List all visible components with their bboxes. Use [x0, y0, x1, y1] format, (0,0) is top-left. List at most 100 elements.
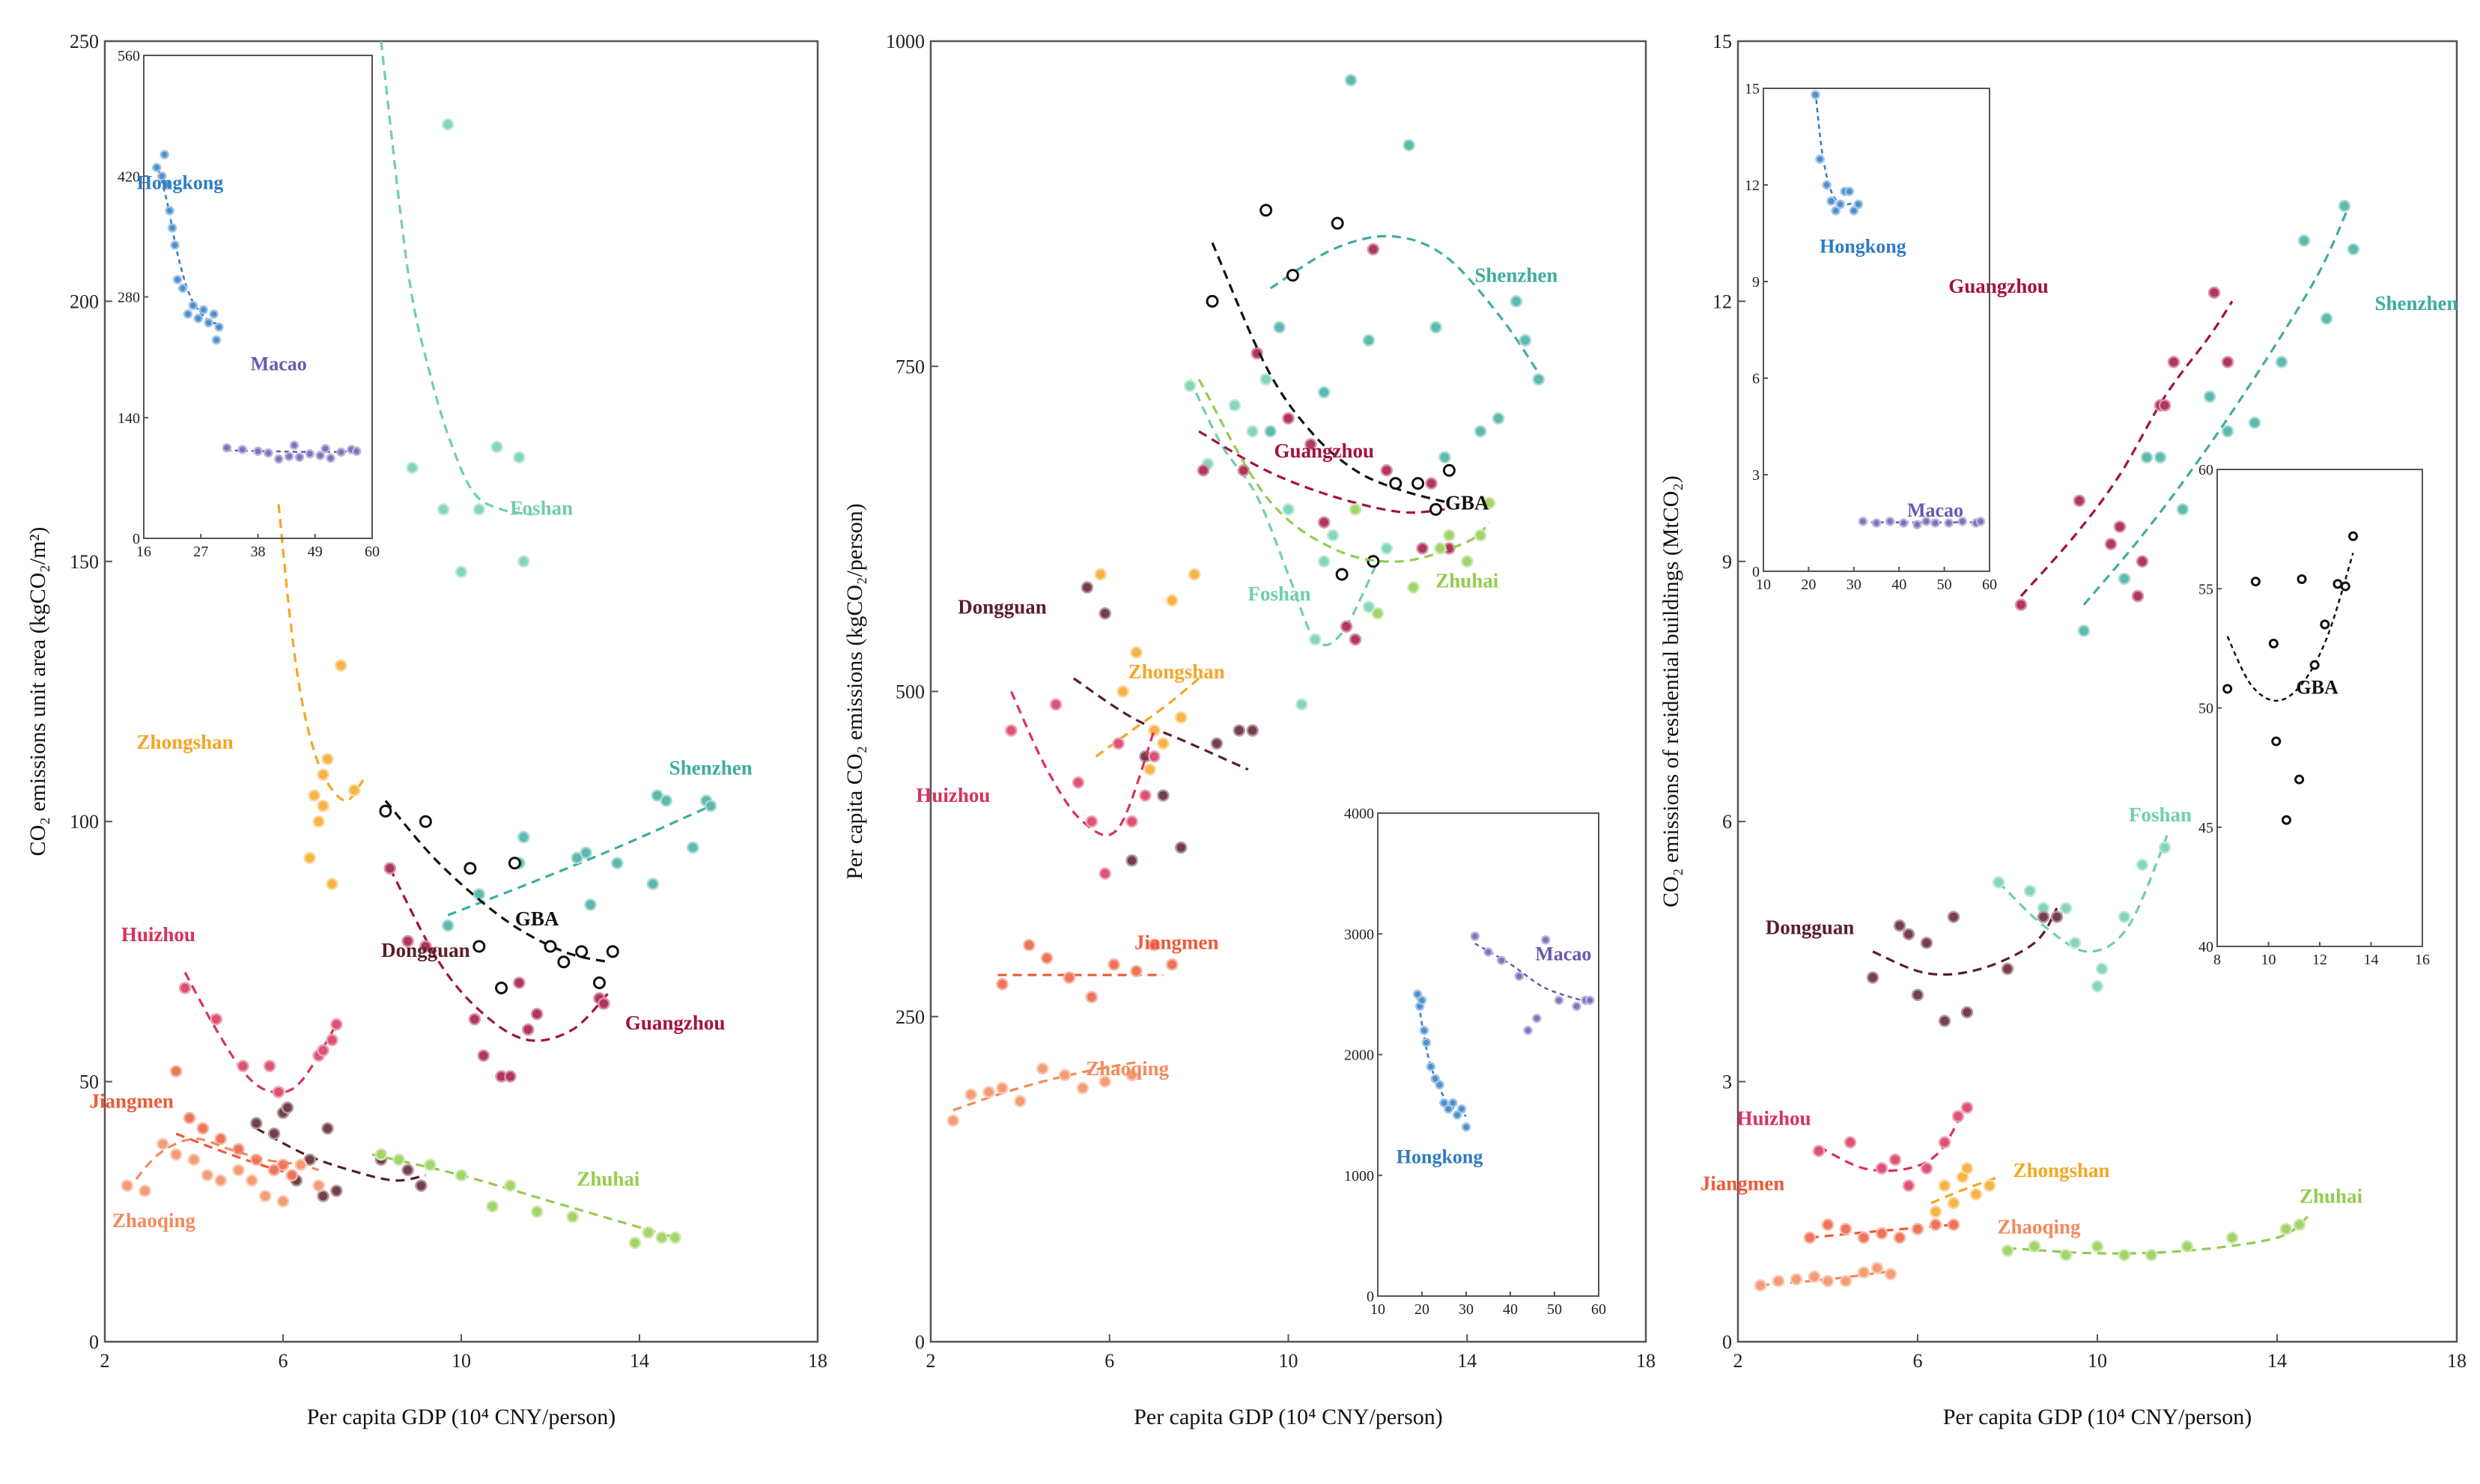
data-point-guangzhou — [530, 1008, 544, 1021]
series-macao — [1470, 931, 1595, 1036]
inset_gba-plot-frame — [2216, 469, 2423, 947]
series-label-zhaoqing: Zhaoqing — [1086, 1057, 1170, 1080]
series-guangzhou — [383, 862, 610, 1083]
y-tick-label: 150 — [70, 551, 99, 573]
x-tick-label: 14 — [2267, 1350, 2287, 1372]
data-point-zhaoqing — [946, 1114, 960, 1127]
data-point-zhaoqing — [187, 1153, 201, 1167]
data-point-hongkong — [1853, 199, 1864, 210]
data-point-gba — [495, 982, 508, 995]
data-point-macao — [1871, 518, 1882, 528]
series-gba — [379, 800, 619, 995]
fit-line-guangzhou — [389, 867, 610, 1042]
data-point-macao — [1912, 520, 1922, 529]
data-point-dongguan — [1233, 724, 1246, 737]
data-point-dongguan — [1125, 854, 1138, 867]
data-point-huizhou — [1888, 1153, 1902, 1167]
data-point-zhuhai — [392, 1153, 405, 1167]
data-point-zhaoqing — [1821, 1274, 1835, 1288]
data-point-gba — [557, 955, 571, 969]
data-point-zhaoqing — [214, 1174, 227, 1187]
data-point-huizhou — [1125, 815, 1138, 828]
series-label-shenzhen: Shenzhen — [1474, 264, 1557, 286]
x-tick-label: 30 — [1847, 577, 1861, 593]
data-point-gba — [606, 945, 619, 958]
data-point-guangzhou — [1425, 477, 1438, 490]
data-point-zhongshan — [1929, 1205, 1942, 1218]
fit-line-gba — [384, 800, 609, 964]
data-point-huizhou — [1098, 867, 1112, 880]
y-tick-label: 3 — [1752, 467, 1760, 484]
x-tick-label: 50 — [1937, 577, 1952, 593]
data-point-huizhou — [1148, 750, 1161, 763]
data-point-guangzhou — [2221, 356, 2234, 368]
data-point-shenzhen — [2154, 451, 2167, 464]
data-point-foshan — [1309, 633, 1322, 646]
data-point-shenzhen — [2347, 243, 2360, 256]
y-tick-label: 50 — [79, 1071, 99, 1093]
data-point-zhongshan — [347, 784, 361, 797]
data-point-shenzhen — [1402, 139, 1415, 152]
data-point-foshan — [1318, 555, 1331, 568]
x-tick-label: 2 — [926, 1350, 936, 1372]
series-label-macao: Macao — [1907, 499, 1963, 521]
data-point-hongkong — [1412, 989, 1423, 1000]
y-tick-label: 0 — [133, 531, 140, 547]
series-shenzhen — [1264, 73, 1545, 464]
data-point-hongkong — [1417, 995, 1427, 1006]
data-point-foshan — [441, 118, 455, 131]
data-point-gba — [1389, 477, 1402, 490]
data-point-gba — [379, 804, 392, 818]
data-point-jiangmen — [285, 1169, 299, 1182]
data-point-foshan — [472, 503, 486, 516]
data-point-shenzhen — [441, 919, 455, 932]
x-axis-label: Per capita GDP (10⁴ CNY/person) — [307, 1405, 616, 1429]
series-label-zhuhai: Zhuhai — [577, 1168, 640, 1190]
data-point-foshan — [1362, 600, 1376, 613]
data-point-dongguan — [1081, 581, 1094, 594]
data-point-dongguan — [1246, 724, 1259, 737]
x-tick-label: 2 — [100, 1350, 110, 1372]
series-label-shenzhen: Shenzhen — [2374, 292, 2458, 314]
data-point-jiangmen — [1893, 1231, 1906, 1244]
data-point-hongkong — [159, 150, 169, 159]
data-point-foshan — [513, 451, 526, 464]
data-point-hongkong — [172, 275, 183, 285]
data-point-jiangmen — [1148, 938, 1161, 952]
y-tick-label: 0 — [1722, 1331, 1732, 1353]
x-tick-label: 60 — [1591, 1301, 1606, 1318]
data-point-shenzhen — [571, 851, 583, 865]
y-tick-label: 1000 — [886, 31, 925, 52]
series-label-shenzhen: Shenzhen — [669, 757, 753, 779]
data-point-hongkong — [1448, 1098, 1458, 1108]
data-point-shenzhen — [517, 830, 530, 844]
data-point-guangzhou — [504, 1070, 517, 1083]
data-point-guangzhou — [477, 1049, 490, 1062]
data-point-gba — [2271, 736, 2282, 746]
data-point-zhuhai — [2293, 1218, 2306, 1231]
data-point-zhuhai — [530, 1205, 544, 1218]
data-point-foshan — [437, 503, 450, 516]
series-zhaoqing — [946, 1060, 1138, 1127]
data-point-jiangmen — [1040, 952, 1054, 964]
data-point-jiangmen — [1839, 1223, 1853, 1235]
data-point-huizhou — [1938, 1136, 1951, 1149]
data-point-zhaoqing — [1808, 1270, 1821, 1283]
data-point-hongkong — [1435, 1080, 1444, 1090]
series-macao — [1858, 517, 1986, 529]
data-point-guangzhou — [1304, 438, 1317, 451]
series-huizhou — [178, 971, 343, 1098]
series-zhuhai — [371, 1148, 681, 1250]
data-point-zhaoqing — [1014, 1095, 1027, 1107]
panel-1: 2 6 10 14 18 0 50 100 150 200 250 Per capita GDP (1… — [25, 31, 827, 1429]
data-point-huizhou — [237, 1059, 249, 1073]
data-point-zhaoqing — [312, 1179, 325, 1192]
data-point-gba — [2222, 684, 2233, 694]
fit-line-guangzhou — [1198, 430, 1445, 514]
data-point-gba — [2294, 774, 2305, 785]
data-point-macao — [1514, 971, 1525, 981]
series-label-gba: GBA — [2296, 676, 2338, 698]
data-point-dongguan — [250, 1116, 263, 1130]
y-tick-label: 2000 — [1344, 1047, 1374, 1064]
series-label-foshan: Foshan — [2129, 803, 2192, 826]
